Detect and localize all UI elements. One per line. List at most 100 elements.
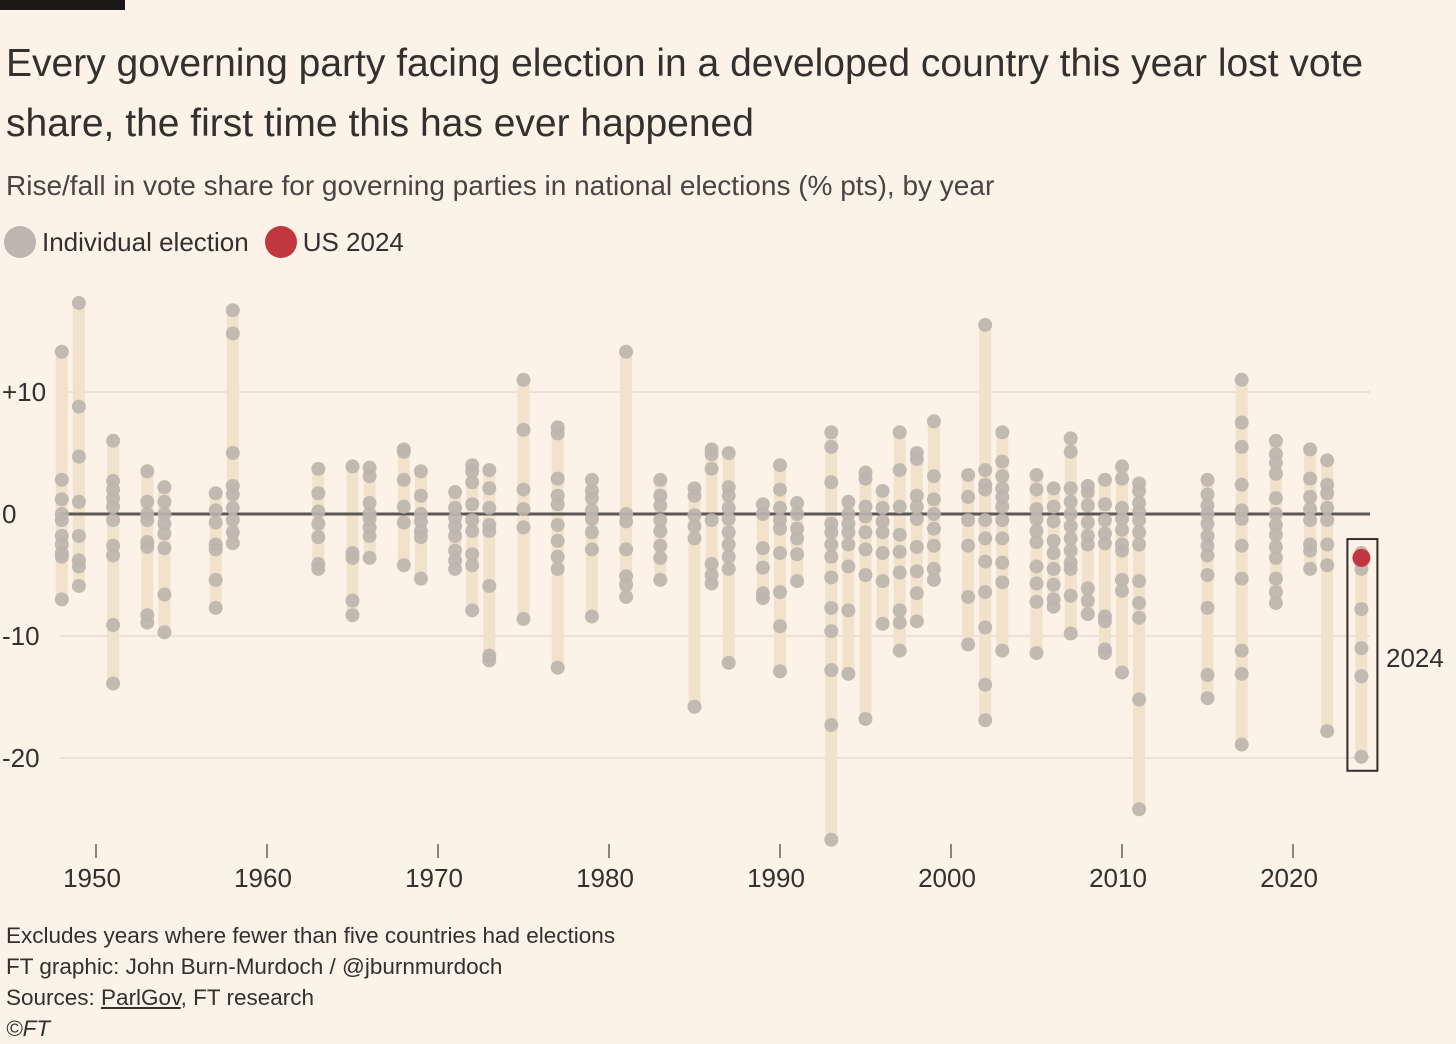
- election-dot: [1080, 593, 1095, 608]
- election-dot: [1354, 669, 1369, 684]
- election-dot: [584, 472, 599, 487]
- election-dot: [1320, 558, 1335, 573]
- election-dot: [225, 536, 240, 551]
- election-dot: [208, 486, 223, 501]
- election-dot: [892, 643, 907, 658]
- election-dot: [1303, 502, 1318, 517]
- election-dot: [465, 524, 480, 539]
- election-dot: [1046, 499, 1061, 514]
- election-dot: [790, 574, 805, 589]
- election-dot: [465, 558, 480, 573]
- election-dot: [1268, 539, 1283, 554]
- election-dot: [1063, 543, 1078, 558]
- election-dot: [1097, 472, 1112, 487]
- election-dot: [909, 586, 924, 601]
- y-tick-label: +10: [2, 377, 46, 407]
- election-dot: [1029, 594, 1044, 609]
- election-dot: [995, 575, 1010, 590]
- election-dot: [465, 475, 480, 490]
- election-dot: [978, 554, 993, 569]
- election-dot: [1200, 472, 1215, 487]
- election-dot: [448, 519, 463, 534]
- election-dot: [619, 514, 634, 529]
- election-dot: [1303, 513, 1318, 528]
- election-dot: [653, 538, 668, 553]
- election-dot: [1063, 481, 1078, 496]
- election-dot: [773, 585, 787, 600]
- election-dot: [584, 542, 599, 557]
- election-dot: [1268, 527, 1283, 542]
- election-dot: [841, 507, 856, 521]
- election-dot: [140, 464, 155, 479]
- election-dot: [1029, 467, 1044, 482]
- election-dot: [396, 444, 411, 459]
- election-dot: [448, 543, 463, 558]
- election-dot: [482, 463, 497, 478]
- election-dot: [1303, 561, 1318, 576]
- election-dot: [157, 625, 172, 640]
- election-dot: [1132, 802, 1147, 817]
- ft-top-bar: [0, 0, 125, 10]
- election-dot: [550, 497, 565, 512]
- election-dot: [311, 516, 326, 531]
- election-dot: [961, 513, 976, 528]
- legend-label: Individual election: [42, 226, 249, 257]
- election-dot: [841, 559, 856, 574]
- election-dot: [396, 499, 411, 514]
- election-dot: [71, 559, 86, 574]
- election-dot: [755, 507, 770, 521]
- election-dot: [978, 317, 993, 332]
- election-dot: [926, 414, 941, 429]
- x-tick-label: 1960: [234, 863, 292, 893]
- y-tick-label: 0: [2, 499, 16, 529]
- x-tick-label: 2000: [918, 863, 976, 893]
- election-dot: [345, 593, 360, 608]
- election-dot: [157, 516, 172, 531]
- y-tick-label: -10: [2, 621, 40, 651]
- election-dot: [1029, 524, 1044, 539]
- election-dot: [824, 439, 839, 454]
- election-dot: [311, 461, 326, 476]
- election-dot: [225, 500, 240, 515]
- election-dot: [704, 513, 719, 528]
- election-dot: [396, 515, 411, 530]
- election-dot: [362, 496, 377, 511]
- election-dot: [1063, 507, 1078, 521]
- election-dot: [1063, 531, 1078, 546]
- election-dot: [1046, 533, 1061, 548]
- election-dot: [516, 372, 531, 387]
- election-dot: [1097, 513, 1112, 528]
- election-dot: [1132, 513, 1147, 528]
- parlgov-link[interactable]: ParlGov: [101, 985, 181, 1010]
- election-dot: [1354, 641, 1369, 656]
- election-dot: [1097, 646, 1112, 661]
- legend: Individual election US 2024: [4, 226, 420, 258]
- election-dot: [653, 488, 668, 503]
- election-dot: [721, 561, 736, 576]
- election-dot: [721, 446, 736, 460]
- election-dot: [926, 572, 941, 587]
- highlight-label: 2024: [1386, 643, 1444, 673]
- x-tick-label: 2020: [1260, 863, 1318, 893]
- election-dot: [1132, 525, 1147, 540]
- election-dot: [687, 531, 702, 546]
- election-dot: [995, 555, 1010, 570]
- election-dot: [892, 425, 907, 440]
- election-dot: [225, 487, 240, 502]
- election-dot: [721, 511, 736, 526]
- election-dot: [619, 589, 634, 604]
- election-dot: [995, 425, 1010, 440]
- election-dot: [54, 492, 69, 507]
- election-dot: [926, 469, 941, 484]
- election-dot: [448, 561, 463, 576]
- legend-item-individual: Individual election: [4, 226, 249, 258]
- election-dot: [1268, 550, 1283, 565]
- x-tick-label: 2010: [1089, 863, 1147, 893]
- election-dot: [157, 494, 172, 509]
- election-dot: [653, 524, 668, 539]
- election-dot: [892, 544, 907, 559]
- election-dot: [653, 572, 668, 587]
- election-dot: [516, 422, 531, 437]
- election-dot: [704, 576, 719, 591]
- election-dot: [413, 488, 428, 503]
